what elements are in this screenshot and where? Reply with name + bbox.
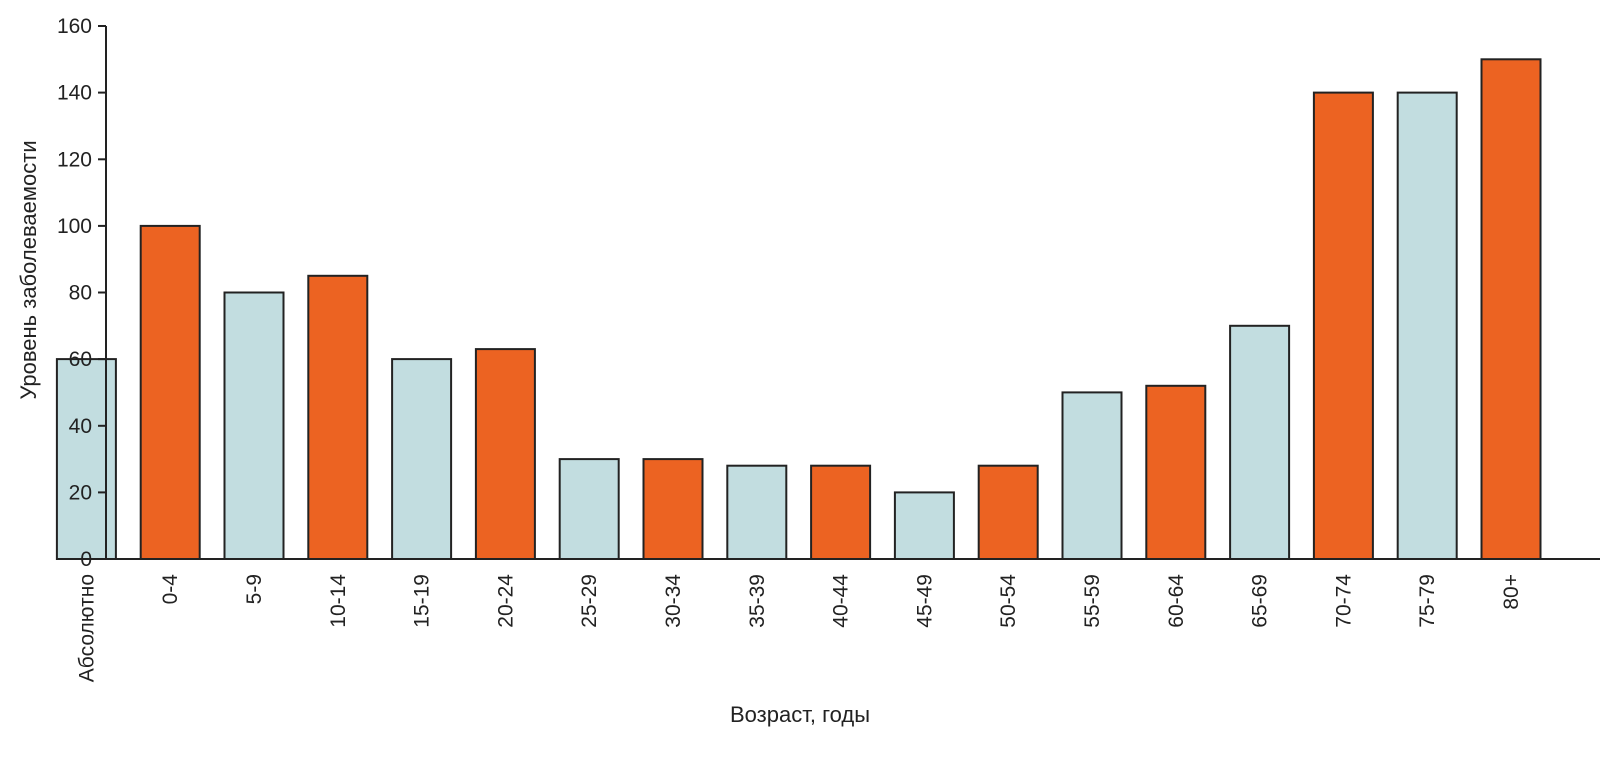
bar-75-79 <box>1396 91 1458 560</box>
x-tick-label-80+: 80+ <box>1500 574 1523 610</box>
x-axis-title: Возраст, годы <box>730 702 870 727</box>
bar-65-69 <box>1229 324 1291 560</box>
x-tick-label-20-24: 20-24 <box>494 574 517 628</box>
bar-40-44 <box>810 464 872 561</box>
bar-15-19 <box>391 358 453 560</box>
x-tick-label-0-4: 0-4 <box>159 574 182 605</box>
y-tick-label-100: 100 <box>57 215 92 238</box>
x-tick-label-75-79: 75-79 <box>1416 574 1439 628</box>
y-tick-label-40: 40 <box>69 415 92 438</box>
bar-10-14 <box>307 274 369 560</box>
y-tick-label-20: 20 <box>69 481 92 504</box>
bar-50-54 <box>977 464 1039 561</box>
bar-30-34 <box>642 458 704 561</box>
bar-20-24 <box>474 348 536 560</box>
x-tick-label-5-9: 5-9 <box>243 574 266 604</box>
y-tick-label-60: 60 <box>69 348 92 371</box>
bar-абсолютно <box>55 358 117 560</box>
x-tick-label-70-74: 70-74 <box>1332 574 1355 628</box>
axes-layer <box>98 25 1600 560</box>
x-tick-label-10-14: 10-14 <box>327 574 350 628</box>
y-axis-title: Уровень заболеваемости <box>16 140 41 399</box>
y-tick-label-140: 140 <box>57 82 92 105</box>
bars-layer <box>55 58 1542 561</box>
y-tick-label-80: 80 <box>69 282 92 305</box>
bar-60-64 <box>1145 384 1207 560</box>
x-tick-label-35-39: 35-39 <box>746 574 769 628</box>
x-tick-label-25-29: 25-29 <box>578 574 601 628</box>
x-tick-label-30-34: 30-34 <box>662 574 685 628</box>
labels-layer: 0 20 40 60 80 100 120 140 160 Абсолютно 0-4 5-9 10-1… <box>57 15 1523 682</box>
x-tick-label-40-44: 40-44 <box>830 574 853 628</box>
x-tick-label-50-54: 50-54 <box>997 574 1020 628</box>
bar-80+ <box>1480 58 1542 561</box>
x-tick-label-65-69: 65-69 <box>1249 574 1272 628</box>
y-tick-label-160: 160 <box>57 15 92 38</box>
bar-35-39 <box>726 464 788 561</box>
x-tick-label-55-59: 55-59 <box>1081 574 1104 628</box>
y-tick-label-120: 120 <box>57 148 92 171</box>
y-tick-label-0: 0 <box>80 548 92 571</box>
bar-0-4 <box>139 224 201 560</box>
bar-70-74 <box>1312 91 1374 560</box>
bar-25-29 <box>558 458 620 561</box>
x-tick-label-абсолютно: Абсолютно <box>75 574 98 682</box>
bar-55-59 <box>1061 391 1123 560</box>
x-tick-label-15-19: 15-19 <box>411 574 434 628</box>
x-tick-label-60-64: 60-64 <box>1165 574 1188 628</box>
bar-45-49 <box>893 491 955 560</box>
bar-5-9 <box>223 291 285 560</box>
x-tick-label-45-49: 45-49 <box>913 574 936 628</box>
